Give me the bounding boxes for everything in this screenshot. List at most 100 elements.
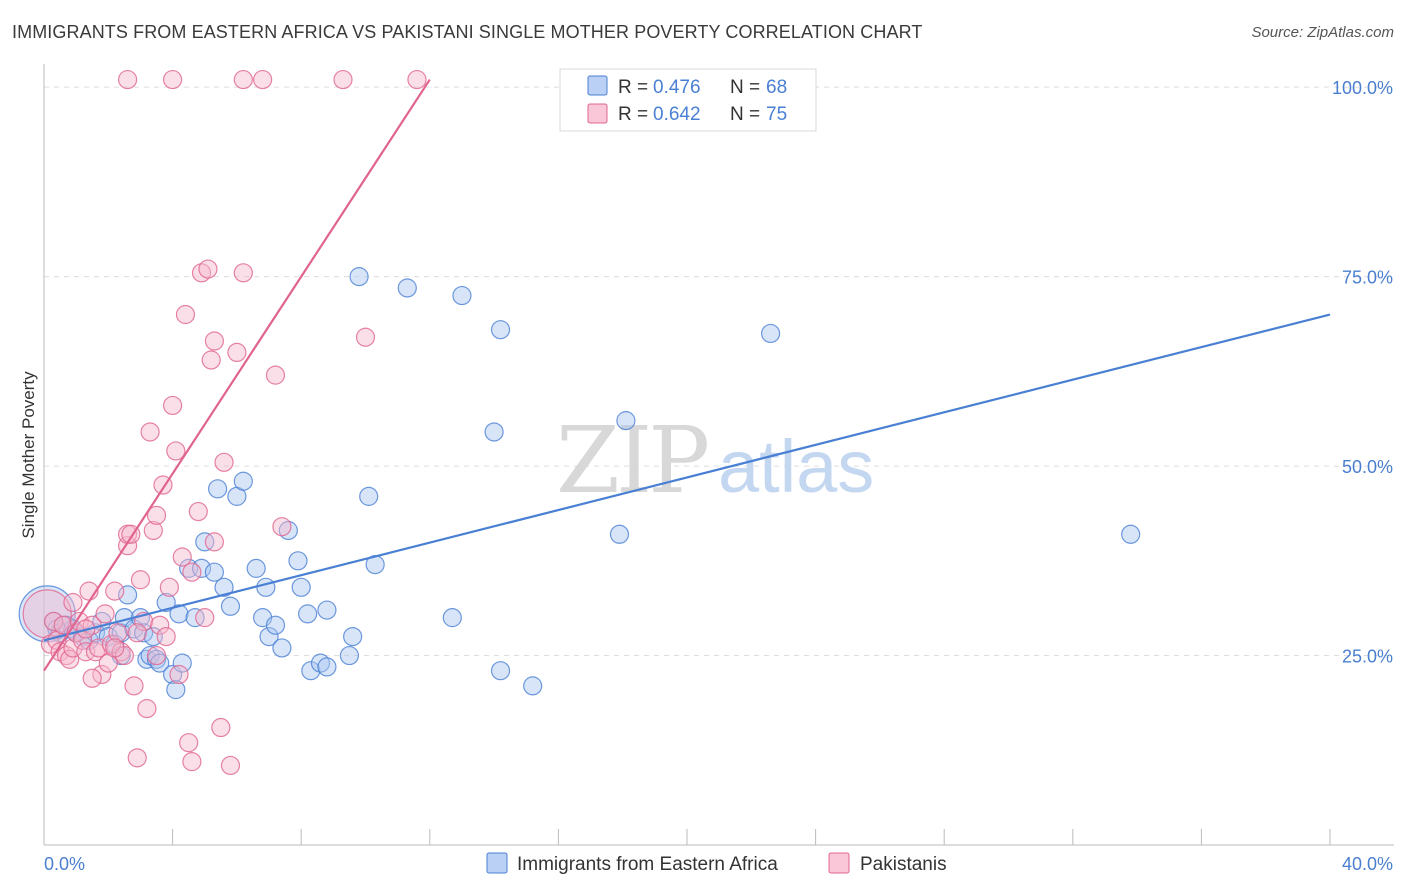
legend-n-label: N = <box>730 104 760 125</box>
blue-point <box>288 551 308 571</box>
pink-point <box>150 615 170 635</box>
blue-point <box>195 532 215 552</box>
x-tick-label: 0.0% <box>44 854 85 874</box>
pink-point <box>44 611 64 632</box>
pink-point <box>92 664 112 685</box>
blue-point <box>452 285 472 306</box>
grid-lines <box>44 86 1394 657</box>
pink-point <box>108 623 128 643</box>
blue-point <box>185 608 205 628</box>
blue-point <box>117 585 138 605</box>
x-tick-label: 40.0% <box>1342 854 1393 874</box>
y-tick-label: 100.0% <box>1332 78 1393 98</box>
blue-trend-line <box>43 313 1331 642</box>
blue-point <box>317 600 337 620</box>
pink-point <box>159 577 179 597</box>
pink-point <box>63 592 83 613</box>
pink-point <box>179 733 199 753</box>
pink-point <box>137 698 157 719</box>
blue-point <box>172 653 192 673</box>
bottom-legend-label: Pakistanis <box>860 854 947 875</box>
blue-point <box>397 278 417 298</box>
source-label: Source: ZipAtlas.com <box>1251 24 1394 41</box>
pink-point <box>143 520 163 541</box>
pink-point <box>163 395 183 416</box>
pink-point <box>101 634 122 654</box>
legend-n-value: 75 <box>766 104 787 125</box>
pink-point <box>127 748 147 768</box>
blue-point <box>272 638 292 658</box>
y-tick-label: 50.0% <box>1342 457 1393 477</box>
pink-point <box>355 327 376 347</box>
bottom-legend-label: Immigrants from Eastern Africa <box>517 854 778 875</box>
blue-point <box>256 577 276 597</box>
bottom-legend-swatch-pink <box>828 852 850 874</box>
pink-point <box>172 547 192 567</box>
blue-point <box>317 657 337 677</box>
y-axis-label: Single Mother Poverty <box>19 371 38 539</box>
pink-point <box>201 350 221 370</box>
blue-point <box>298 604 318 624</box>
pink-point <box>272 517 292 537</box>
pink-point <box>233 263 253 283</box>
y-tick-label: 25.0% <box>1342 647 1393 667</box>
legend-swatch-blue <box>587 75 608 96</box>
pink-point <box>195 608 215 628</box>
axes <box>43 64 1394 846</box>
watermark-atlas: atlas <box>718 425 874 508</box>
y-tick-label: 75.0% <box>1342 268 1393 288</box>
blue-point <box>265 615 286 635</box>
pink-point <box>407 69 427 90</box>
legend-r-value: 0.476 <box>653 77 701 98</box>
pink-point <box>265 365 286 385</box>
blue-point <box>359 486 379 506</box>
blue-point <box>204 562 224 582</box>
blue-point <box>166 680 186 700</box>
blue-point <box>442 608 462 628</box>
pink-point <box>140 422 160 442</box>
legend-swatch-pink <box>587 103 608 124</box>
blue-point <box>191 558 212 578</box>
pink-point <box>182 752 202 772</box>
blue-point <box>137 649 157 669</box>
blue-point <box>609 524 630 544</box>
pink-point <box>117 69 138 90</box>
pink-point <box>163 69 183 90</box>
blue-point <box>301 661 321 681</box>
blue-point <box>523 676 543 696</box>
pink-point <box>146 645 167 666</box>
pink-point <box>60 649 80 669</box>
blue-point <box>484 422 504 442</box>
trend-lines <box>43 78 1331 672</box>
pink-point <box>156 626 176 647</box>
legend-n-value: 68 <box>766 77 787 98</box>
chart-title: IMMIGRANTS FROM EASTERN AFRICA VS PAKIST… <box>12 22 923 42</box>
pink-point <box>169 664 189 685</box>
pink-point <box>198 259 218 279</box>
blue-point <box>214 577 234 597</box>
axis-labels: 25.0% 50.0% 75.0% 100.0% 0.0% 40.0% Single Mot… <box>19 78 1393 874</box>
pink-point <box>56 645 77 666</box>
pink-point <box>214 452 234 472</box>
pink-point <box>227 342 247 363</box>
blue-point <box>246 558 266 578</box>
pink-point <box>146 505 167 525</box>
blue-point <box>208 479 228 499</box>
series-legend: Immigrants from Eastern Africa Pakistani… <box>486 852 947 875</box>
data-points <box>18 69 1141 776</box>
blue-point <box>343 626 363 647</box>
blue-point <box>616 411 636 431</box>
pink-point <box>188 501 208 522</box>
pink-point <box>253 69 273 90</box>
pink-point <box>114 645 134 666</box>
pink-point <box>89 638 109 658</box>
blue-point <box>124 619 144 639</box>
legend-r-label: R = <box>618 104 648 125</box>
blue-point <box>220 596 241 616</box>
pink-point <box>182 562 202 582</box>
blue-point <box>156 592 176 613</box>
pink-point <box>333 69 353 90</box>
pink-point <box>130 570 151 590</box>
pink-point <box>85 642 106 662</box>
